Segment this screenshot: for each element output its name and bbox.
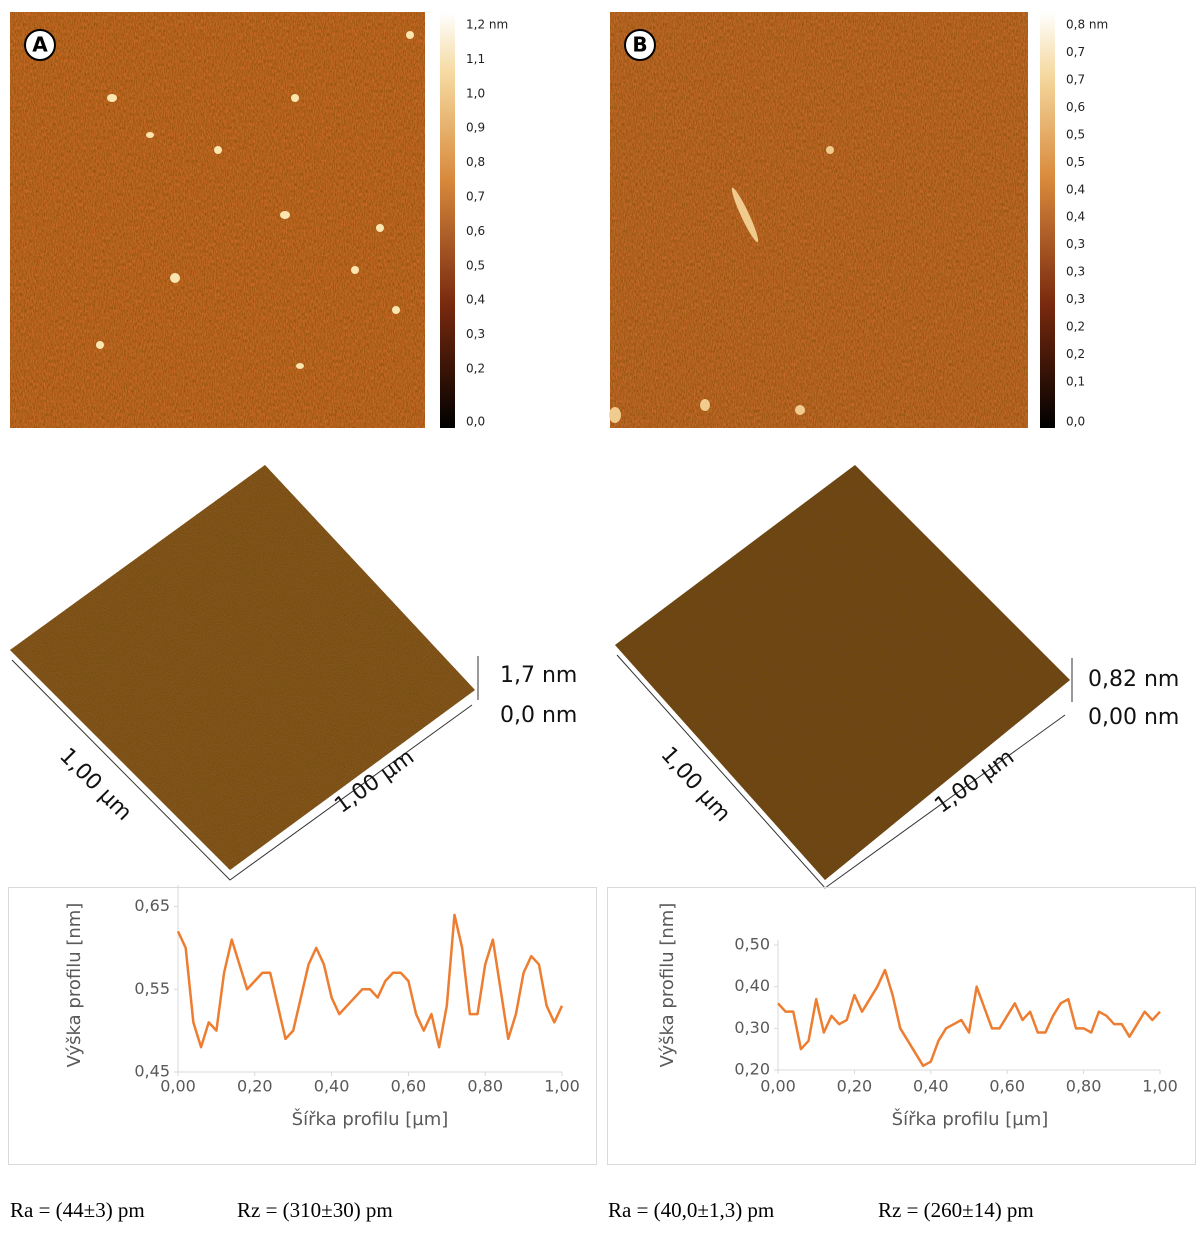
z-max-label: 1,7 nm bbox=[500, 663, 577, 688]
colorbar bbox=[440, 12, 455, 428]
x-tick-label: 0,80 bbox=[1066, 1077, 1102, 1096]
colorbar-label: 0,8 nm bbox=[1066, 18, 1108, 32]
colorbar-label: 0,5 bbox=[1066, 127, 1085, 141]
x-tick-label: 0,80 bbox=[467, 1077, 503, 1096]
colorbar bbox=[1040, 12, 1055, 428]
colorbar-label: 1,1 bbox=[466, 52, 485, 66]
y-tick-label: 0,30 bbox=[734, 1018, 770, 1037]
y-tick-label: 0,65 bbox=[134, 896, 170, 915]
ra-value: Ra = (44±3) pm bbox=[10, 1198, 145, 1222]
colorbar-label: 0,2 bbox=[1066, 347, 1085, 361]
x-tick-label: 0,40 bbox=[314, 1077, 350, 1096]
x-tick-label: 0,20 bbox=[837, 1077, 873, 1096]
z-min-label: 0,0 nm bbox=[500, 703, 577, 728]
x-tick-label: 0,60 bbox=[391, 1077, 427, 1096]
x-tick-label: 0,40 bbox=[913, 1077, 949, 1096]
colorbar-label: 0,5 bbox=[1066, 155, 1085, 169]
line-series bbox=[778, 970, 1160, 1066]
x-tick-label: 0,00 bbox=[760, 1077, 796, 1096]
x-tick-label: 1,00 bbox=[544, 1077, 580, 1096]
y-tick-label: 0,55 bbox=[134, 979, 170, 998]
colorbar-label: 0,0 bbox=[466, 415, 485, 429]
colorbar-label: 0,5 bbox=[466, 258, 485, 272]
figure: A B 1,7 nm 0,0 nm 1,00 µm 1,00 µm 0,82 n… bbox=[0, 0, 1200, 1235]
ra-value: Ra = (40,0±1,3) pm bbox=[608, 1198, 774, 1222]
rz-value: Rz = (260±14) pm bbox=[878, 1198, 1034, 1222]
colorbar-label: 0,7 bbox=[1066, 72, 1085, 86]
colorbar-label: 0,3 bbox=[466, 327, 485, 341]
y-tick-label: 0,50 bbox=[734, 935, 770, 954]
panel-label: B bbox=[632, 33, 647, 57]
x-axis-title: Šířka profilu [µm] bbox=[892, 1108, 1049, 1130]
y-axis-title: Výška profilu [nm] bbox=[64, 903, 85, 1068]
y-axis-title: Výška profilu [nm] bbox=[657, 903, 678, 1068]
colorbar-label: 0,9 bbox=[466, 121, 485, 135]
colorbar-label: 0,2 bbox=[466, 362, 485, 376]
x-axis-title: Šířka profilu [µm] bbox=[292, 1108, 449, 1130]
colorbar-label: 0,7 bbox=[466, 190, 485, 204]
z-min-label: 0,00 nm bbox=[1088, 705, 1179, 730]
line-series bbox=[178, 915, 562, 1047]
colorbar-label: 0,2 bbox=[1066, 320, 1085, 334]
colorbar-label: 0,3 bbox=[1066, 292, 1085, 306]
colorbar-label: 0,4 bbox=[1066, 210, 1085, 224]
colorbar-label: 1,0 bbox=[466, 86, 485, 100]
afm-image bbox=[609, 12, 1028, 428]
x-tick-label: 1,00 bbox=[1142, 1077, 1178, 1096]
colorbar-label: 0,8 bbox=[466, 155, 485, 169]
colorbar-label: 0,3 bbox=[1066, 265, 1085, 279]
x-tick-label: 0,00 bbox=[160, 1077, 196, 1096]
colorbar-label: 0,6 bbox=[466, 224, 485, 238]
y-tick-label: 0,40 bbox=[734, 976, 770, 995]
x-tick-label: 0,20 bbox=[237, 1077, 273, 1096]
afm-image bbox=[10, 12, 425, 428]
colorbar-label: 0,0 bbox=[1066, 415, 1085, 429]
colorbar-label: 0,3 bbox=[1066, 237, 1085, 251]
x-tick-label: 0,60 bbox=[989, 1077, 1025, 1096]
colorbar-label: 0,6 bbox=[1066, 100, 1085, 114]
panel-label: A bbox=[32, 33, 48, 57]
colorbar-label: 1,2 nm bbox=[466, 18, 508, 32]
colorbar-label: 0,7 bbox=[1066, 45, 1085, 59]
colorbar-label: 0,4 bbox=[466, 293, 485, 307]
z-max-label: 0,82 nm bbox=[1088, 667, 1179, 692]
colorbar-label: 0,4 bbox=[1066, 182, 1085, 196]
colorbar-label: 0,1 bbox=[1066, 375, 1085, 389]
rz-value: Rz = (310±30) pm bbox=[237, 1198, 393, 1222]
